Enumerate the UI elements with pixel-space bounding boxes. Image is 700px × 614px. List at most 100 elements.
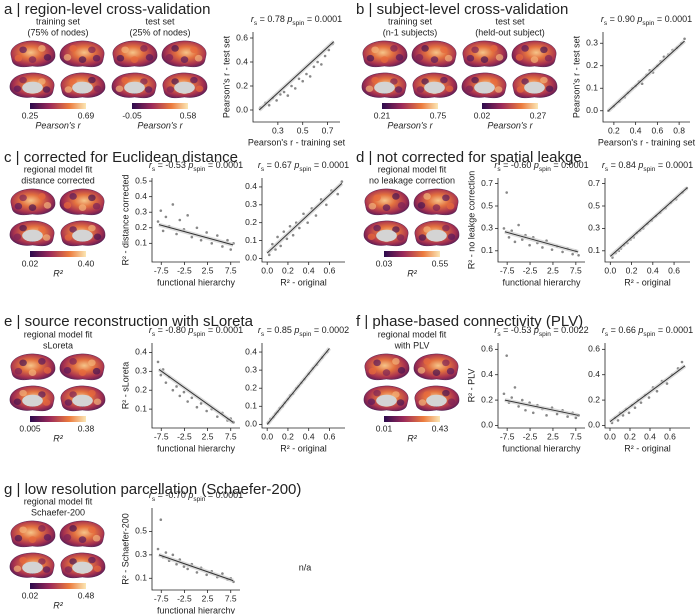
brain-patch (42, 86, 51, 93)
x-tick-label: -7.5 (154, 265, 169, 275)
stat-part: = 0.0001 (551, 160, 589, 170)
colorbar-max: 0.40 (78, 258, 95, 268)
colorbar-label: Pearson's r (35, 120, 81, 130)
y-tick-label: 0.0 (236, 104, 248, 114)
stat-part: s (604, 20, 608, 27)
brain-patch (373, 359, 381, 367)
stat-part: = 0.0001 (304, 14, 342, 24)
medial-wall (22, 229, 43, 242)
brain-patch (64, 399, 73, 406)
brain-patch (28, 536, 37, 543)
brain-patch (418, 234, 427, 241)
brain-patch (366, 54, 375, 62)
brain-patch (63, 54, 72, 61)
brain-caption: no leakage correction (369, 175, 455, 185)
brain-patch (367, 398, 376, 405)
stat-part: s (497, 166, 501, 173)
y-axis-label: R² - distance corrected (120, 174, 130, 265)
brain-patch (544, 54, 553, 62)
point (195, 571, 199, 574)
point (282, 230, 286, 233)
brain-patch (42, 399, 51, 406)
point (302, 212, 305, 216)
brain-patch (19, 224, 27, 232)
x-tick-label: 7.5 (225, 431, 237, 441)
brain-medial (363, 385, 409, 412)
point (159, 209, 163, 212)
brain-patch (368, 202, 377, 210)
brain-caption: sLoreta (43, 340, 73, 350)
y-tick-label: 0.3 (481, 223, 493, 233)
y-tick-label: 0.3 (588, 223, 600, 233)
brain-caption: test set (495, 16, 525, 26)
x-axis-label: functional hierarchy (157, 277, 236, 287)
point (655, 389, 659, 393)
x-tick-label: 0.4 (647, 265, 659, 275)
brain-patch (19, 556, 27, 564)
y-tick-label: 0.2 (586, 60, 598, 70)
brain-patch (480, 56, 489, 63)
y-tick-label: 0.1 (588, 245, 600, 255)
stat-part: spin (643, 166, 655, 173)
brain-patch (88, 194, 96, 202)
brain-patch (371, 76, 379, 84)
hemisphere (364, 188, 410, 216)
brain-caption: regional model fit (378, 164, 447, 174)
brain-lateral (364, 353, 410, 381)
fit-line (158, 554, 234, 582)
stat-text: rs = -0.80 pspin = 0.0001 (149, 325, 243, 338)
brain-patch (69, 525, 77, 532)
brain-patch (530, 56, 539, 63)
y-tick-label: 0.1 (135, 573, 147, 583)
fit-line (608, 40, 685, 112)
brain-patch (145, 54, 154, 61)
brain-lateral (364, 188, 410, 216)
stat-part: p (533, 160, 539, 170)
y-tick-label: 0.5 (135, 526, 147, 536)
brain-patch (64, 566, 73, 573)
x-tick-label: -2.5 (523, 265, 538, 275)
brain-patch (165, 54, 174, 61)
point (205, 573, 208, 577)
point (186, 400, 189, 403)
point (510, 396, 514, 399)
brain-caption: regional model fit (24, 164, 93, 174)
x-tick-label: 0.0 (604, 265, 616, 275)
medial-wall (72, 81, 93, 94)
brain-patch (78, 204, 87, 211)
y-axis-label: R² - sLoreta (120, 362, 130, 410)
x-axis-label: Pearson's r - training set (598, 137, 696, 147)
fit-line (609, 187, 688, 257)
y-tick-label: 0.3 (245, 364, 257, 374)
brain-patch (78, 536, 87, 543)
brain-patch (64, 86, 73, 93)
medial-wall (22, 561, 43, 574)
brain-patch (19, 46, 27, 54)
stat-part: spin (193, 331, 205, 338)
x-tick-label: 0.2 (282, 431, 294, 441)
stat-part: = 0.0001 (655, 160, 693, 170)
stat-part: p (637, 160, 643, 170)
stat-part: spin (292, 20, 304, 27)
brain-lateral (59, 520, 105, 548)
brain-patch (88, 359, 96, 367)
brain-medial (363, 220, 409, 247)
brain-patch (64, 234, 73, 241)
point (293, 87, 297, 90)
stat-part: r (258, 160, 262, 170)
stat-part: = -0.60 (501, 160, 534, 170)
y-tick-label: 0.1 (135, 238, 147, 248)
medial-wall (374, 81, 395, 94)
x-axis-label: Pearson's r - training set (248, 137, 346, 147)
stat-part: spin (642, 20, 654, 27)
brain-patch (490, 78, 498, 85)
brain-patch (88, 556, 96, 564)
brain-medial (111, 72, 157, 99)
brain-patch (69, 391, 77, 398)
x-tick-label: 0.8 (673, 125, 685, 135)
panel-title: d | not corrected for spatial leakge (356, 149, 582, 166)
stat-part: s (261, 166, 265, 173)
brain-patch (494, 86, 503, 93)
brain-caption: regional model fit (24, 496, 93, 506)
stat-part: s (152, 331, 156, 338)
